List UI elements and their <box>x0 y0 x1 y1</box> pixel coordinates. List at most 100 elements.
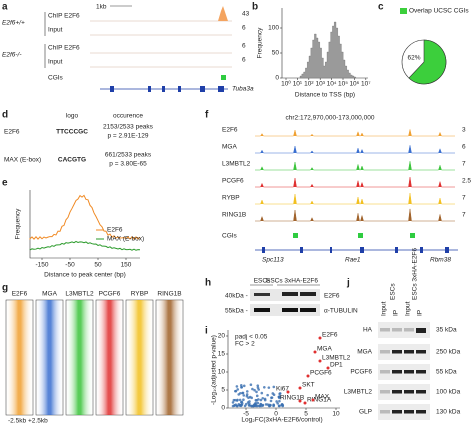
marker-label: 130 kDa <box>436 409 461 416</box>
hit-label: DP1 <box>330 362 343 369</box>
exon <box>395 247 398 253</box>
heatmap-signal <box>6 300 33 415</box>
hit-label: MGA <box>317 346 332 353</box>
dot <box>239 384 243 387</box>
hit-dot <box>326 366 330 370</box>
panel-label: h <box>205 278 211 289</box>
motif-logo: TTCCCGC <box>56 129 88 136</box>
x-tick-label: 10³ <box>315 81 325 88</box>
track-signal <box>255 177 455 188</box>
hit-dot <box>311 398 315 402</box>
band <box>380 350 390 354</box>
marker-label: 40kDa - <box>225 293 248 300</box>
band <box>282 292 298 296</box>
track-label: E2F6 <box>222 127 238 134</box>
group-label: ESCs <box>390 283 397 300</box>
track-scale: 6 <box>242 57 246 64</box>
hit-label: MAX <box>315 394 330 401</box>
track-scale: 6 <box>242 43 246 50</box>
track-signal <box>255 208 455 222</box>
lane-label: Input <box>405 301 412 316</box>
dot <box>245 390 249 393</box>
band <box>416 350 426 354</box>
dot <box>238 398 242 402</box>
x-tick-label: 10⁷ <box>361 81 371 88</box>
hit-label: SKT <box>302 382 315 389</box>
dot <box>256 384 260 387</box>
x-tick-label: 0 <box>274 411 278 418</box>
exon <box>300 247 303 253</box>
dot <box>242 394 246 397</box>
hit-dot <box>286 390 290 394</box>
panel-label: f <box>205 110 209 121</box>
panel-label: j <box>346 278 350 289</box>
dot <box>248 402 251 406</box>
dot <box>244 402 248 406</box>
x-tick-label: 10⁵ <box>338 81 348 88</box>
dot <box>263 397 267 401</box>
motif-p: p = 2.91E-129 <box>107 133 148 140</box>
legend-label: Overlap UCSC CGIs <box>409 8 469 15</box>
x-axis-label: Distance to TSS (bp) <box>295 92 355 99</box>
band <box>380 390 390 394</box>
band <box>282 308 298 312</box>
gene-label: Rbm38 <box>430 257 451 264</box>
track-label: ChIP E2F6 <box>48 45 80 52</box>
cgi-label: CGIs <box>48 75 64 82</box>
heatmap-signal <box>126 300 153 415</box>
dot <box>242 384 246 388</box>
band <box>254 293 270 296</box>
track-signal <box>255 161 455 171</box>
track-signal <box>255 145 455 154</box>
band-label: E2F6 <box>324 293 340 300</box>
marker-label: 250 kDa <box>436 349 461 356</box>
hit-dot <box>318 336 322 340</box>
dot <box>255 394 259 398</box>
x-tick-label: 150 <box>121 262 132 269</box>
column-header: logo <box>66 113 79 120</box>
gene-label: Spc113 <box>262 257 284 264</box>
dot <box>278 392 282 395</box>
x-tick-label: 10⁶ <box>349 81 359 88</box>
locus: chr2:172,970,000-173,000,000 <box>286 115 375 122</box>
column-label: PCGF6 <box>99 291 121 298</box>
band <box>392 350 402 354</box>
heatmap-signal <box>96 300 123 415</box>
column-header: occurence <box>113 113 143 120</box>
band-label: α-TUBULIN <box>324 308 358 315</box>
y-tick-label: 20 <box>218 333 226 340</box>
x-axis-label: Log₂FC(3xHA-E2F6/control) <box>241 417 322 424</box>
dot <box>248 395 252 399</box>
dot <box>234 389 237 393</box>
hit-label: PCGF6 <box>310 370 332 377</box>
column-label: RING1B <box>157 291 181 298</box>
band <box>254 308 270 312</box>
exon <box>262 247 265 253</box>
band <box>392 370 402 374</box>
dot <box>267 386 271 389</box>
band <box>392 328 402 332</box>
band <box>300 308 316 312</box>
x-axis-label: Distance to peak center (bp) <box>44 272 126 279</box>
gene-label: Rae1 <box>345 257 361 264</box>
band <box>392 390 402 394</box>
dot <box>251 387 254 391</box>
lane-label: IP <box>393 310 400 316</box>
panel-label: e <box>2 178 8 189</box>
cgi-box <box>410 233 415 238</box>
range-label: -2.5kb <box>8 418 26 425</box>
panel-label: c <box>378 2 384 13</box>
lane-label: Input <box>381 301 388 316</box>
motif-peaks: 2153/2533 peaks <box>103 124 154 131</box>
dot <box>272 404 276 407</box>
track-label: MGA <box>222 144 237 151</box>
row-label: L3MBTL2 <box>344 389 373 396</box>
dot <box>231 401 235 404</box>
y-axis-label: Frequency <box>257 27 264 58</box>
exon <box>420 247 423 253</box>
track-peak <box>218 6 228 21</box>
lane-label: ESCs 3xHA-E2F6 <box>266 278 318 285</box>
motif-name: MAX (E-box) <box>4 157 41 164</box>
motif-logo: CACGTG <box>58 157 86 164</box>
